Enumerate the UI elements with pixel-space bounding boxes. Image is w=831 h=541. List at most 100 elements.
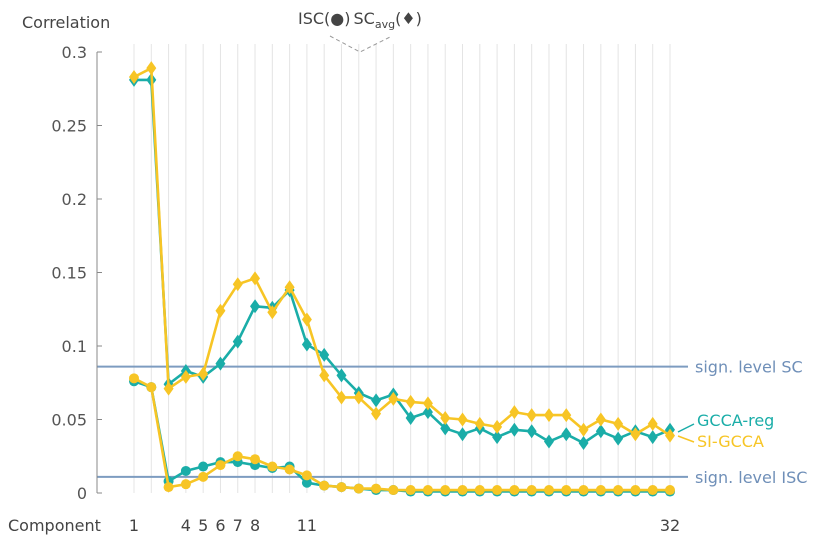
data-point-25 (543, 408, 554, 423)
series-line (133, 377, 670, 492)
data-point-28 (595, 485, 606, 496)
sig-label-0: sign. level SC (695, 358, 803, 377)
series-line (134, 78, 671, 445)
x-tick-label-2: 5 (198, 516, 208, 535)
sig-label-1: sign. level ISC (695, 468, 807, 487)
data-point-26 (561, 485, 572, 496)
data-point-26 (561, 408, 572, 423)
data-point-31 (647, 416, 658, 431)
data-point-11 (301, 470, 312, 481)
data-point-15 (371, 393, 382, 408)
data-point-9 (267, 461, 278, 472)
data-point-22 (492, 485, 503, 496)
data-point-12 (319, 347, 330, 362)
x-tick-label-7: 32 (660, 516, 680, 535)
data-point-27 (578, 422, 589, 437)
data-point-9 (267, 305, 278, 320)
data-point-22 (492, 430, 503, 445)
data-point-5 (198, 471, 209, 482)
data-point-1 (129, 69, 139, 84)
data-point-30 (630, 427, 641, 442)
data-point-4 (180, 369, 191, 384)
data-point-28 (595, 412, 606, 427)
series-line (133, 66, 671, 437)
data-point-29 (613, 431, 624, 446)
data-point-24 (526, 408, 537, 423)
data-point-8 (250, 271, 261, 286)
data-point-2 (146, 61, 157, 76)
data-point-24 (526, 485, 537, 496)
data-point-6 (215, 303, 226, 318)
legend-si-gcca: SI-GCCA (697, 432, 764, 451)
data-point-12 (319, 480, 330, 491)
data-point-4 (180, 465, 191, 476)
x-tick-label-1: 4 (181, 516, 191, 535)
y-tick-label-2: 0.1 (62, 337, 87, 356)
data-point-20 (457, 427, 468, 442)
data-point-7 (232, 451, 243, 462)
top-legend: ISC(●) SCavg(♦) (298, 9, 422, 53)
x-tick-label-5: 8 (250, 516, 260, 535)
y-tick-label-4: 0.2 (62, 190, 87, 209)
top-legend-connector (329, 35, 393, 53)
series-group (129, 61, 675, 497)
data-point-23 (509, 485, 520, 496)
data-point-6 (215, 460, 226, 471)
data-point-3 (163, 381, 174, 396)
data-point-18 (422, 485, 433, 496)
data-point-15 (371, 483, 382, 494)
data-point-21 (474, 485, 485, 496)
x-tick-label-6: 11 (297, 516, 317, 535)
data-point-8 (250, 299, 261, 314)
data-point-19 (440, 421, 451, 436)
y-axis-label: Correlation (22, 13, 110, 32)
y-tick-label-0: 0 (77, 484, 87, 503)
data-point-19 (440, 485, 451, 496)
data-point-20 (457, 485, 468, 496)
data-point-24 (526, 424, 537, 439)
data-point-5 (198, 461, 209, 472)
data-point-25 (543, 485, 554, 496)
x-tick-label-3: 6 (215, 516, 225, 535)
series-si-gcca-sc (129, 61, 675, 443)
data-point-12 (319, 368, 330, 383)
data-point-2 (146, 382, 157, 393)
data-point-19 (440, 411, 451, 426)
x-tick-label-0: 1 (129, 516, 139, 535)
top-legend-avg: avg (375, 18, 395, 31)
data-point-7 (232, 334, 243, 349)
y-tick-label-1: 0.05 (51, 411, 87, 430)
significance-lines: sign. level SC sign. level ISC (97, 358, 807, 487)
data-point-23 (509, 405, 520, 420)
series-line (133, 380, 670, 493)
data-point-31 (647, 485, 658, 496)
legend-leader-si-gcca (677, 435, 695, 443)
data-point-11 (301, 477, 312, 488)
data-point-3 (163, 482, 174, 493)
data-point-8 (250, 454, 261, 465)
data-point-10 (284, 464, 295, 475)
data-point-11 (301, 312, 312, 327)
y-tick-label-5: 0.25 (51, 117, 87, 136)
data-point-18 (422, 396, 433, 411)
axes: 0 0.05 0.1 0.15 0.2 0.25 0.3 1 4 5 6 7 8 11 32 (51, 43, 680, 535)
data-point-32 (665, 428, 675, 443)
top-legend-sc-suffix: (♦) (395, 9, 422, 28)
series-si-gcca-isc (129, 373, 675, 496)
legend-leader-gcca-reg (677, 423, 695, 433)
legend-gcca-reg: GCCA-reg (697, 411, 774, 430)
x-tick-label-4: 7 (233, 516, 243, 535)
data-point-13 (336, 368, 347, 383)
data-point-23 (509, 422, 520, 437)
data-point-26 (561, 427, 572, 442)
data-point-17 (405, 485, 416, 496)
data-point-27 (578, 436, 589, 451)
x-axis-label: Component (8, 516, 101, 535)
data-point-22 (492, 419, 503, 434)
data-point-14 (353, 483, 364, 494)
data-point-30 (630, 485, 641, 496)
y-tick-label-3: 0.15 (51, 264, 87, 283)
data-point-15 (371, 406, 382, 421)
data-point-18 (422, 405, 433, 420)
